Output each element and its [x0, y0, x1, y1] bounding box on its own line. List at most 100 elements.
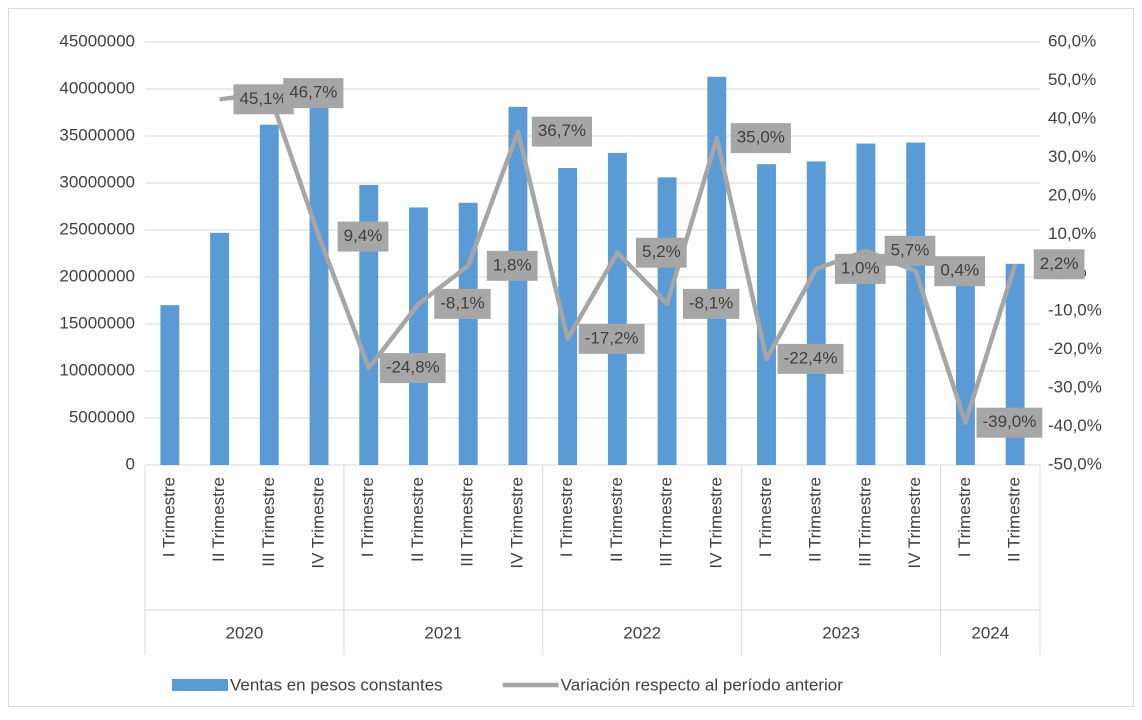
- x-tick-label: IV Trimestre: [309, 477, 328, 569]
- data-label-box: [337, 221, 389, 252]
- data-label-box: [1033, 249, 1085, 280]
- bar: [160, 305, 180, 465]
- y2-tick-label: 60,0%: [1048, 31, 1096, 50]
- data-label: 1,0%: [834, 253, 886, 284]
- data-label: -39,0%: [976, 407, 1043, 438]
- legend-label: Variación respecto al período anterior: [561, 675, 844, 694]
- bar: [210, 232, 230, 465]
- data-label-box: [976, 407, 1043, 438]
- data-label: -24,8%: [379, 353, 446, 384]
- data-label-text: 46,7%: [289, 83, 337, 102]
- data-label: 9,4%: [337, 221, 389, 252]
- x-tick-label: II Trimestre: [607, 477, 626, 562]
- data-label: -8,1%: [434, 288, 491, 319]
- data-label-box: [884, 235, 936, 266]
- data-label: 36,7%: [531, 116, 593, 147]
- x-tick-label: I Trimestre: [955, 477, 974, 557]
- data-label-box: [777, 343, 844, 374]
- data-label: -8,1%: [682, 288, 740, 319]
- data-label-box: [578, 323, 645, 354]
- data-label-text: 5,2%: [642, 242, 681, 261]
- bar: [955, 268, 975, 465]
- data-label: 46,7%: [283, 78, 344, 109]
- x-tick-label: II Trimestre: [806, 477, 825, 562]
- y2-tick-label: -50,0%: [1048, 454, 1102, 473]
- data-label-text: -8,1%: [689, 293, 733, 312]
- y2-tick-label: 40,0%: [1048, 108, 1096, 127]
- data-label-box: [834, 253, 886, 284]
- x-tick-label: III Trimestre: [458, 477, 477, 567]
- data-label-text: -17,2%: [585, 328, 639, 347]
- bar: [906, 142, 926, 465]
- y-tick-label: 40000000: [59, 78, 135, 97]
- data-label: -22,4%: [777, 343, 844, 374]
- data-label-box: [434, 288, 491, 319]
- bar: [508, 106, 528, 466]
- data-label-text: 5,7%: [891, 240, 930, 259]
- y2-tick-label: 30,0%: [1048, 147, 1096, 166]
- data-label: 1,8%: [486, 250, 538, 281]
- group-label: 2022: [623, 623, 661, 642]
- x-tick-label: III Trimestre: [657, 477, 676, 567]
- y-tick-label: 25000000: [59, 219, 135, 238]
- bar: [309, 92, 329, 465]
- data-label-box: [486, 250, 538, 281]
- x-tick-label: I Trimestre: [557, 477, 576, 557]
- data-label-box: [682, 288, 740, 319]
- y-tick-label: 0: [126, 454, 135, 473]
- y-tick-label: 35000000: [59, 125, 135, 144]
- bar: [806, 161, 826, 465]
- bar: [657, 177, 677, 466]
- x-tick-label: I Trimestre: [358, 477, 377, 557]
- data-label: 35,0%: [730, 123, 791, 154]
- group-label: 2024: [971, 623, 1009, 642]
- y-tick-label: 15000000: [59, 313, 135, 332]
- data-label-text: -24,8%: [386, 358, 440, 377]
- data-label-box: [531, 116, 593, 147]
- y-tick-label: 5000000: [69, 407, 135, 426]
- y-tick-label: 30000000: [59, 172, 135, 191]
- data-label-text: 1,8%: [493, 255, 532, 274]
- data-label-text: 9,4%: [344, 226, 383, 245]
- bar: [359, 184, 379, 465]
- group-label: 2020: [226, 623, 264, 642]
- data-label-text: 1,0%: [841, 258, 880, 277]
- x-tick-label: IV Trimestre: [507, 477, 526, 569]
- bar: [259, 124, 279, 465]
- data-label-text: 2,2%: [1040, 254, 1079, 273]
- y-tick-label: 45000000: [59, 31, 135, 50]
- data-label-text: 45,1%: [239, 89, 287, 108]
- data-label-box: [635, 237, 687, 268]
- data-label-text: 0,4%: [940, 261, 979, 280]
- data-label: 5,7%: [884, 235, 936, 266]
- x-tick-label: II Trimestre: [209, 477, 228, 562]
- x-tick-label: III Trimestre: [855, 477, 874, 567]
- bar: [856, 143, 876, 465]
- data-label: 0,4%: [934, 256, 986, 287]
- data-label-text: 35,0%: [737, 128, 785, 147]
- bar: [757, 164, 776, 465]
- x-tick-label: IV Trimestre: [706, 477, 725, 569]
- x-tick-label: III Trimestre: [259, 477, 278, 567]
- data-label: 5,2%: [635, 237, 687, 268]
- y-tick-label: 20000000: [59, 266, 135, 285]
- x-tick-label: I Trimestre: [159, 477, 178, 557]
- data-label: 2,2%: [1033, 249, 1085, 280]
- bar: [607, 152, 627, 466]
- data-label-text: -22,4%: [784, 348, 838, 367]
- data-label-box: [730, 123, 791, 154]
- data-label-box: [379, 353, 446, 384]
- data-label-text: -39,0%: [982, 412, 1036, 431]
- bar: [409, 207, 428, 465]
- x-tick-label: I Trimestre: [756, 477, 775, 557]
- legend-label: Ventas en pesos constantes: [230, 675, 443, 694]
- y2-tick-label: 20,0%: [1048, 185, 1096, 204]
- y2-tick-label: -30,0%: [1048, 378, 1102, 397]
- legend-swatch: [172, 679, 228, 691]
- group-label: 2021: [424, 623, 462, 642]
- y-tick-label: 10000000: [59, 360, 135, 379]
- y2-tick-label: -40,0%: [1048, 416, 1102, 435]
- y2-tick-label: 10,0%: [1048, 224, 1096, 243]
- data-label-box: [283, 78, 344, 109]
